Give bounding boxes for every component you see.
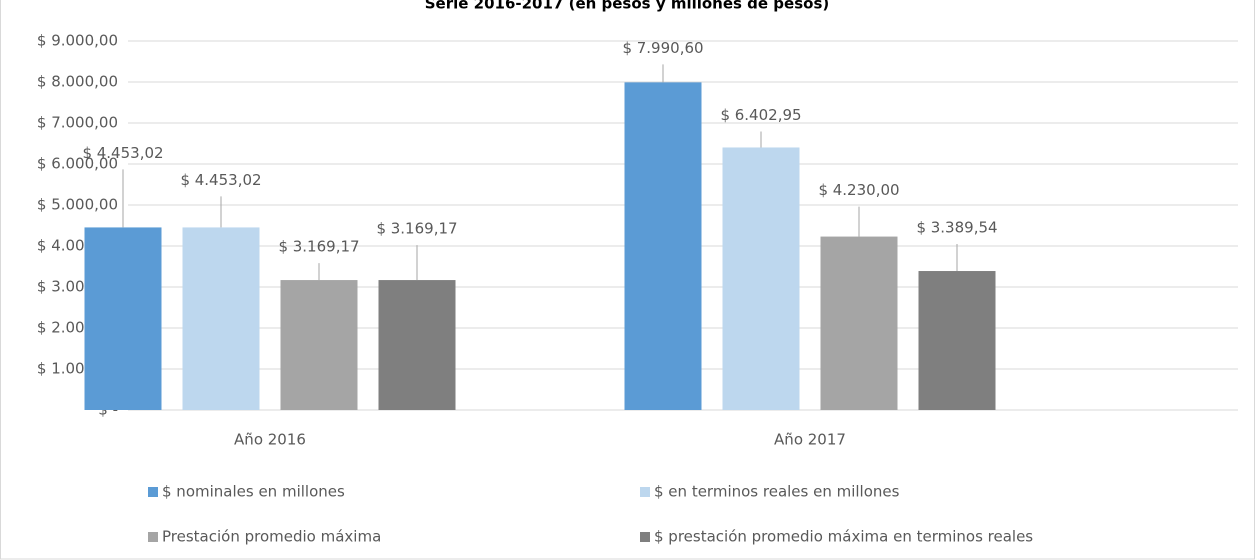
- data-label: $ 3.169,17: [278, 238, 359, 256]
- legend-label: $ en terminos reales en millones: [654, 483, 900, 501]
- data-label: $ 3.169,17: [376, 220, 457, 238]
- y-tick-label: $ 8.000,00: [37, 73, 118, 91]
- legend-swatch: [148, 487, 158, 497]
- bar: [378, 280, 456, 410]
- bar: [820, 236, 898, 410]
- legend-label: $ nominales en millones: [162, 483, 345, 501]
- bar: [84, 227, 162, 410]
- x-tick-label: Año 2016: [234, 431, 306, 449]
- legend-label: $ prestación promedio máxima en terminos…: [654, 528, 1033, 546]
- y-tick-label: $ 9.000,00: [37, 32, 118, 50]
- legend-swatch: [640, 532, 650, 542]
- y-tick-label: $ 6.000,00: [37, 155, 118, 173]
- x-tick-label: Año 2017: [774, 431, 846, 449]
- y-tick-label: $ 5.000,00: [37, 196, 118, 214]
- chart-title: Serie 2016-2017 (en pesos y millones de …: [425, 0, 830, 13]
- data-label: $ 4.453,02: [180, 171, 261, 189]
- data-label: $ 6.402,95: [720, 106, 801, 124]
- legend-label: Prestación promedio máxima: [162, 528, 381, 546]
- legend-swatch: [148, 532, 158, 542]
- bar: [722, 147, 800, 410]
- bar: [182, 227, 260, 410]
- y-tick-label: $ 7.000,00: [37, 114, 118, 132]
- legend-swatch: [640, 487, 650, 497]
- data-label: $ 4.230,00: [818, 181, 899, 199]
- bar: [280, 280, 358, 410]
- data-label: $ 4.453,02: [82, 144, 163, 162]
- bar: [918, 271, 996, 410]
- bar: [624, 82, 702, 410]
- data-label: $ 7.990,60: [622, 39, 703, 57]
- data-label: $ 3.389,54: [916, 219, 997, 237]
